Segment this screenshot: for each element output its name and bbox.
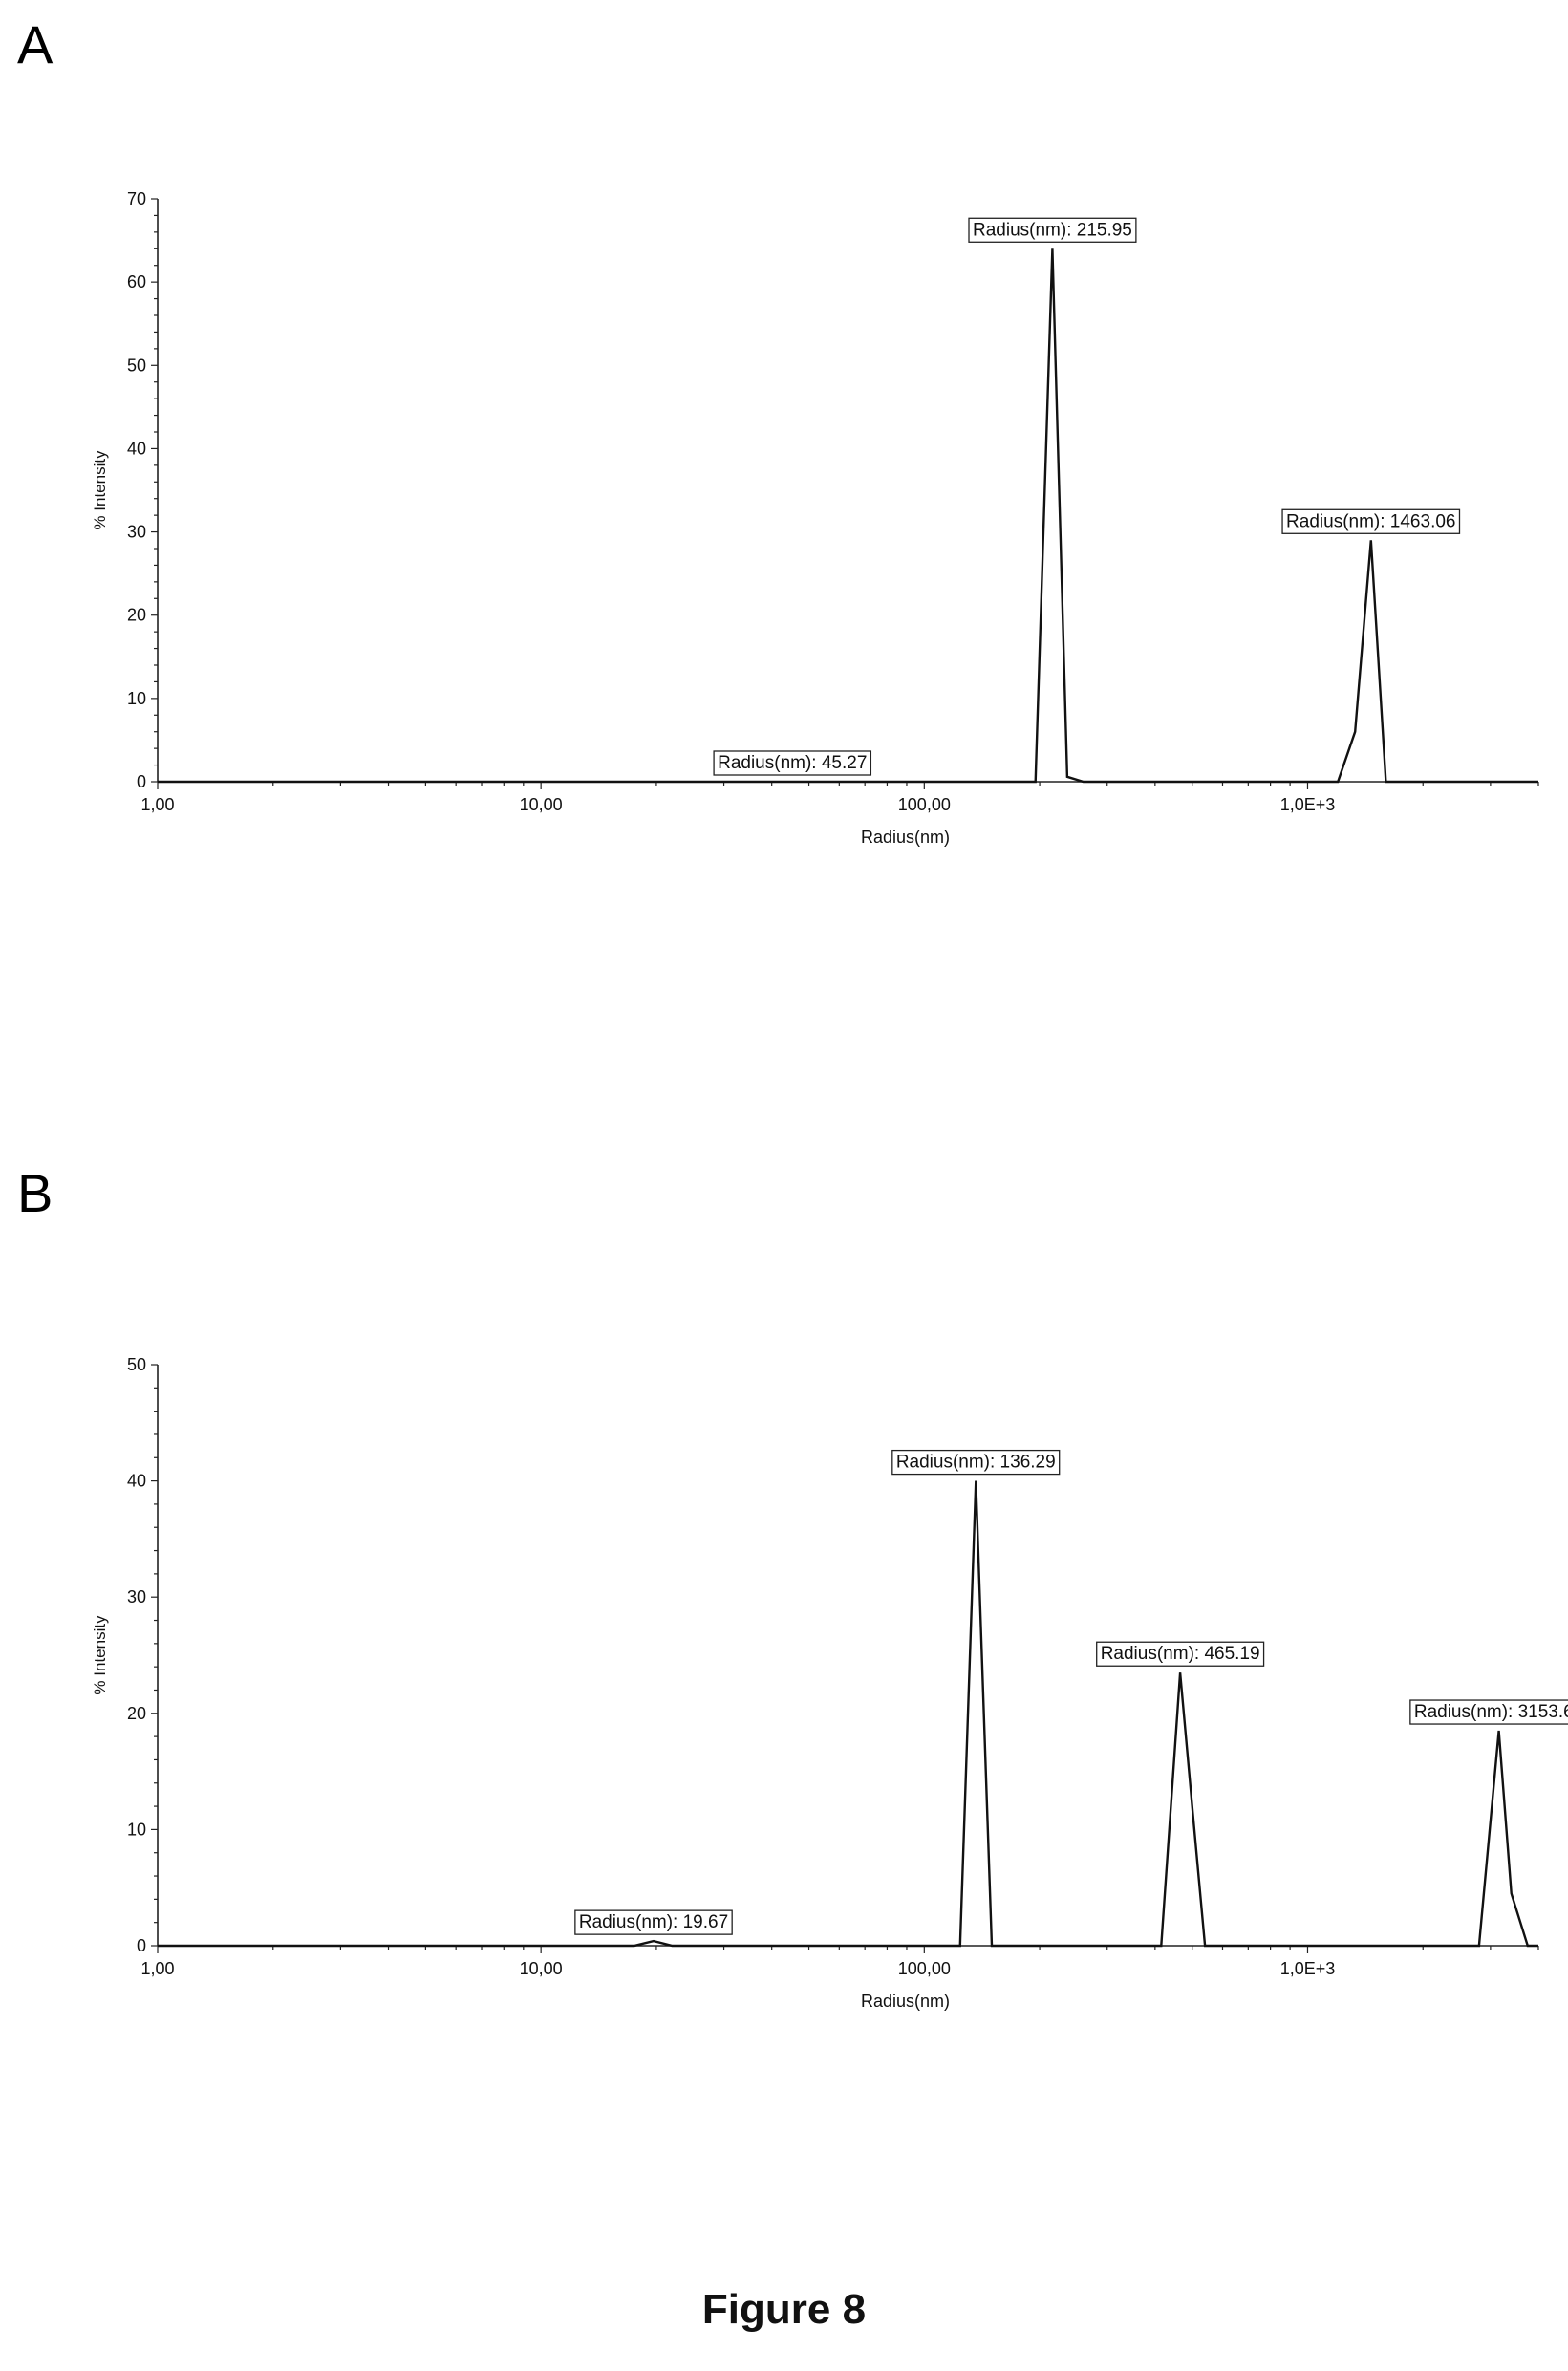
panel-b-peak-annotation: Radius(nm): 19.67 xyxy=(574,1909,733,1935)
panel-b-y-tick-label: 30 xyxy=(127,1587,146,1606)
panel-a-y-tick-label: 40 xyxy=(127,439,146,458)
panel-b-peak-annotation: Radius(nm): 136.29 xyxy=(891,1449,1061,1476)
panel-label-b: B xyxy=(17,1163,54,1223)
panel-b-y-axis-title: % Intensity xyxy=(91,1615,109,1695)
panel-a-x-tick-label: 100,00 xyxy=(898,795,951,814)
panel-b-peak-annotation-box xyxy=(1409,1699,1568,1725)
panel-b-series-line xyxy=(158,1480,1538,1948)
chart-panel-a: 0 10 20 30 40 50 60 70 1,00 10,00 100,00 1,0E+3 Radi… xyxy=(91,189,1539,847)
panel-b-peak-annotation-label: Radius(nm): 19.67 xyxy=(579,1912,728,1932)
panel-a-series-line xyxy=(158,248,1538,784)
panel-a-x-tick-label: 1,00 xyxy=(140,795,174,814)
panel-a-y-tick-label: 10 xyxy=(127,689,146,708)
panel-a-x-axis-title: Radius(nm) xyxy=(861,828,950,847)
panel-a-peak-annotation-label: Radius(nm): 1463.06 xyxy=(1286,511,1455,531)
panel-a-peak-annotation-label: Radius(nm): 45.27 xyxy=(718,753,867,773)
panel-b-peak-annotation-label: Radius(nm): 465.19 xyxy=(1101,1644,1260,1664)
panel-a-y-tick-label: 70 xyxy=(127,189,146,208)
panel-b-x-tick-label: 1,0E+3 xyxy=(1280,1959,1336,1978)
panel-b-y-tick-label: 0 xyxy=(137,1936,146,1955)
panel-a-peak-annotation-box xyxy=(1281,508,1461,534)
panel-label-a: A xyxy=(17,14,54,75)
panel-b-y-tick-label: 50 xyxy=(127,1355,146,1374)
figure-title: Figure 8 xyxy=(701,2286,867,2333)
chart-panel-b: 0 10 20 30 40 50 1,00 10,00 100,00 1,0E+3 Radius(n… xyxy=(91,1355,1568,2011)
panel-b-x-axis-title: Radius(nm) xyxy=(861,1992,950,2011)
panel-a-peak-annotation-label: Radius(nm): 215.95 xyxy=(973,220,1132,240)
panel-a-y-axis-title: % Intensity xyxy=(91,450,109,530)
panel-b-x-tick-label: 10,00 xyxy=(520,1959,563,1978)
panel-b-x-tick-label: 1,00 xyxy=(140,1959,174,1978)
panel-a-y-tick-label: 50 xyxy=(127,356,146,375)
panel-a-peak-annotation: Radius(nm): 1463.06 xyxy=(1281,508,1461,534)
panel-b-peak-annotation-box xyxy=(1096,1641,1265,1667)
panel-a-peak-annotation-box xyxy=(968,217,1137,243)
panel-b-peak-annotation: Radius(nm): 3153.67 xyxy=(1409,1699,1568,1725)
panel-b-y-tick-label: 40 xyxy=(127,1472,146,1491)
panel-b-peak-annotation-box xyxy=(574,1909,733,1935)
panel-a-peak-annotation: Radius(nm): 215.95 xyxy=(968,217,1137,243)
panel-a-x-tick-label: 10,00 xyxy=(520,795,563,814)
panel-a-peak-annotation: Radius(nm): 45.27 xyxy=(713,750,872,776)
panel-a-y-tick-label: 0 xyxy=(137,772,146,791)
panel-a-y-tick-label: 30 xyxy=(127,523,146,542)
panel-a-x-tick-label: 1,0E+3 xyxy=(1280,795,1336,814)
panel-a-y-tick-label: 60 xyxy=(127,272,146,291)
panel-b-x-tick-label: 100,00 xyxy=(898,1959,951,1978)
panel-b-peak-annotation-box xyxy=(891,1449,1061,1476)
panel-b-y-tick-label: 20 xyxy=(127,1704,146,1723)
panel-b-peak-annotation-label: Radius(nm): 136.29 xyxy=(896,1453,1056,1473)
panel-b-peak-annotation-label: Radius(nm): 3153.67 xyxy=(1414,1702,1568,1722)
panel-a-y-tick-label: 20 xyxy=(127,606,146,625)
panel-b-y-tick-label: 10 xyxy=(127,1820,146,1839)
panel-a-peak-annotation-box xyxy=(713,750,872,776)
panel-b-peak-annotation: Radius(nm): 465.19 xyxy=(1096,1641,1265,1667)
